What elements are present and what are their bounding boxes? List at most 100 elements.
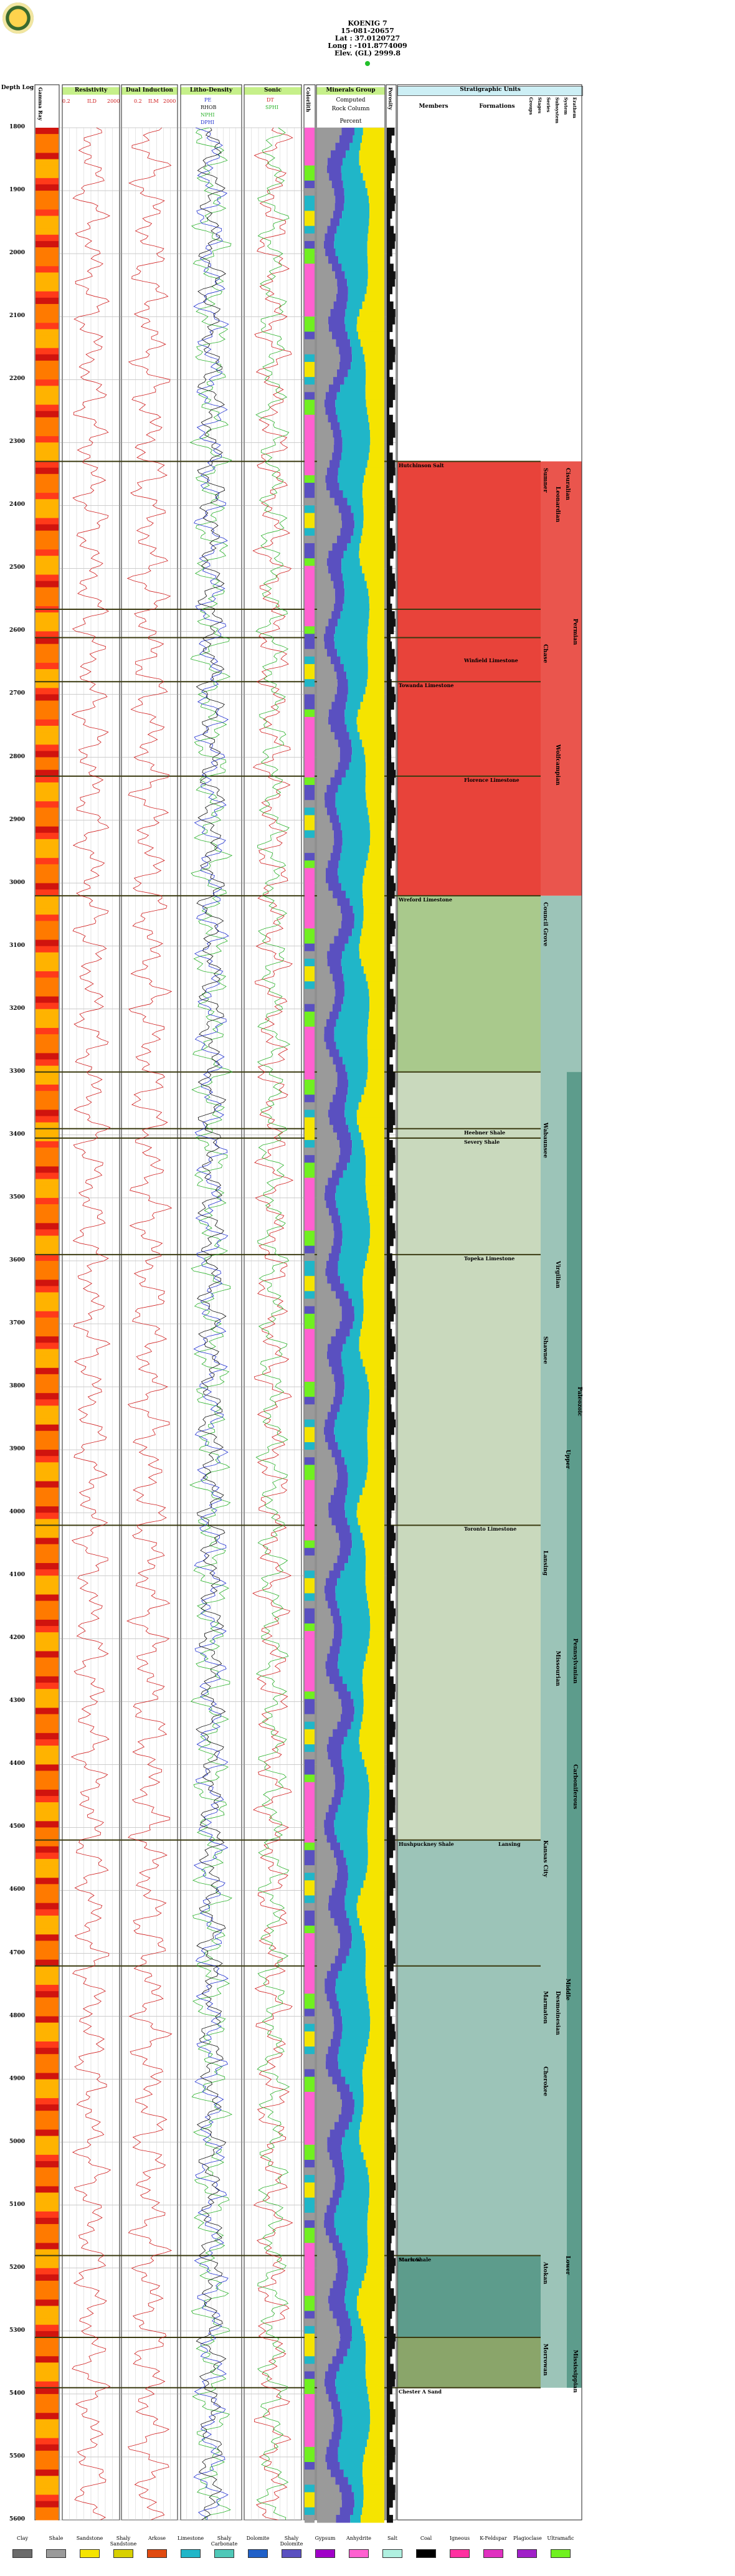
mineral-cell xyxy=(335,800,367,808)
mineral-cell xyxy=(331,573,343,582)
porosity-cell xyxy=(387,1087,393,1095)
porosity-cell xyxy=(387,2197,392,2206)
gamma-fill xyxy=(36,1456,59,1463)
porosity-cell xyxy=(387,158,396,166)
mineral-cell xyxy=(343,2356,366,2364)
mineral-cell xyxy=(327,951,343,959)
porosity-cell xyxy=(387,2371,396,2380)
mineral-cell xyxy=(346,2303,357,2312)
gamma-fill xyxy=(36,1280,59,1286)
porosity-cell xyxy=(387,2303,395,2312)
colorlith-cell xyxy=(305,1963,315,1972)
mineral-cell xyxy=(370,430,384,438)
mineral-cell xyxy=(335,196,345,204)
porosity-cell xyxy=(387,399,393,408)
mineral-cell xyxy=(331,1450,342,1458)
colorlith-cell xyxy=(305,452,315,461)
porosity-cell xyxy=(387,2107,396,2115)
porosity-cell xyxy=(387,1721,396,1730)
colorlith-cell xyxy=(305,1132,315,1141)
mineral-cell xyxy=(364,1661,384,1670)
mineral-cell xyxy=(346,724,358,733)
gamma-fill xyxy=(36,1418,59,1425)
porosity-cell xyxy=(387,1759,396,1767)
mineral-cell xyxy=(342,1759,365,1767)
mineral-cell xyxy=(336,226,369,234)
colorlith-cell xyxy=(305,377,315,385)
mineral-cell xyxy=(365,1578,384,1586)
mineral-cell xyxy=(369,2001,384,2009)
mineral-cell xyxy=(347,1518,358,1526)
colorlith-cell xyxy=(305,1600,315,1609)
mineral-cell xyxy=(367,649,384,657)
mineral-cell xyxy=(365,1547,384,1556)
mineral-cell xyxy=(317,1177,328,1186)
mineral-cell xyxy=(367,1434,384,1443)
porosity-cell xyxy=(387,1268,396,1276)
mineral-cell xyxy=(317,1110,328,1118)
mineral-cell xyxy=(363,966,384,974)
mineral-cell xyxy=(359,2129,384,2138)
gamma-fill xyxy=(36,795,59,802)
porosity-cell xyxy=(387,2386,392,2395)
mineral-cell xyxy=(369,989,384,997)
colorlith-cell xyxy=(305,1865,315,1873)
mineral-cell xyxy=(362,2507,384,2516)
gamma-fill xyxy=(36,2488,59,2496)
mineral-cell xyxy=(366,2349,384,2357)
mineral-cell xyxy=(342,837,371,846)
gamma-fill xyxy=(36,2111,59,2117)
mineral-cell xyxy=(333,211,343,219)
porosity-cell xyxy=(387,2008,391,2017)
mineral-cell xyxy=(341,2099,354,2108)
gamma-fill xyxy=(36,228,59,235)
mineral-cell xyxy=(368,271,384,280)
colorlith-cell xyxy=(305,346,315,355)
colorlith-cell xyxy=(305,1276,315,1284)
mineral-cell xyxy=(341,777,366,786)
porosity-cell xyxy=(387,165,395,174)
gamma-fill xyxy=(36,1991,59,1998)
porosity-cell xyxy=(387,414,393,423)
mineral-cell xyxy=(317,1600,328,1609)
members-header: Members xyxy=(419,103,448,110)
gamma-fill xyxy=(36,1349,59,1356)
gamma-fill xyxy=(36,1732,59,1740)
mineral-cell xyxy=(334,2182,344,2190)
mineral-cell xyxy=(337,679,348,687)
mineral-cell xyxy=(317,513,341,521)
mineral-cell xyxy=(341,264,368,272)
porosity-cell xyxy=(387,1276,394,1284)
mineral-cell xyxy=(317,853,331,861)
porosity-cell xyxy=(387,1434,391,1443)
colorlith-cell xyxy=(305,1480,315,1488)
colorlith-cell xyxy=(305,1238,315,1247)
mineral-cell xyxy=(363,1706,384,1715)
mineral-cell xyxy=(363,2099,384,2108)
gamma-fill xyxy=(36,644,59,651)
gamma-fill xyxy=(36,1424,59,1432)
porosity-cell xyxy=(387,1351,394,1360)
mineral-cell xyxy=(331,1170,343,1179)
colorlith-cell xyxy=(305,1533,315,1541)
mineral-cell xyxy=(317,777,331,786)
mineral-cell xyxy=(344,1389,370,1397)
mineral-cell xyxy=(341,1615,371,1624)
porosity-cell xyxy=(387,173,392,181)
gamma-fill xyxy=(36,682,59,688)
mineral-cell xyxy=(364,1480,384,1488)
porosity-cell xyxy=(387,422,396,430)
porosity-cell xyxy=(387,2393,391,2402)
gamma-fill xyxy=(36,990,59,997)
porosity-cell xyxy=(387,2220,396,2228)
mineral-cell xyxy=(324,2212,334,2221)
mineral-cell xyxy=(331,1215,341,1224)
mineral-cell xyxy=(359,1736,384,1745)
mineral-cell xyxy=(317,2243,333,2251)
mineral-cell xyxy=(360,143,384,151)
mineral-cell xyxy=(357,1910,384,1919)
mineral-cell xyxy=(317,2091,341,2100)
porosity-cell xyxy=(387,2175,395,2183)
mineral-cell xyxy=(341,845,369,853)
gamma-fill xyxy=(36,1997,59,2004)
